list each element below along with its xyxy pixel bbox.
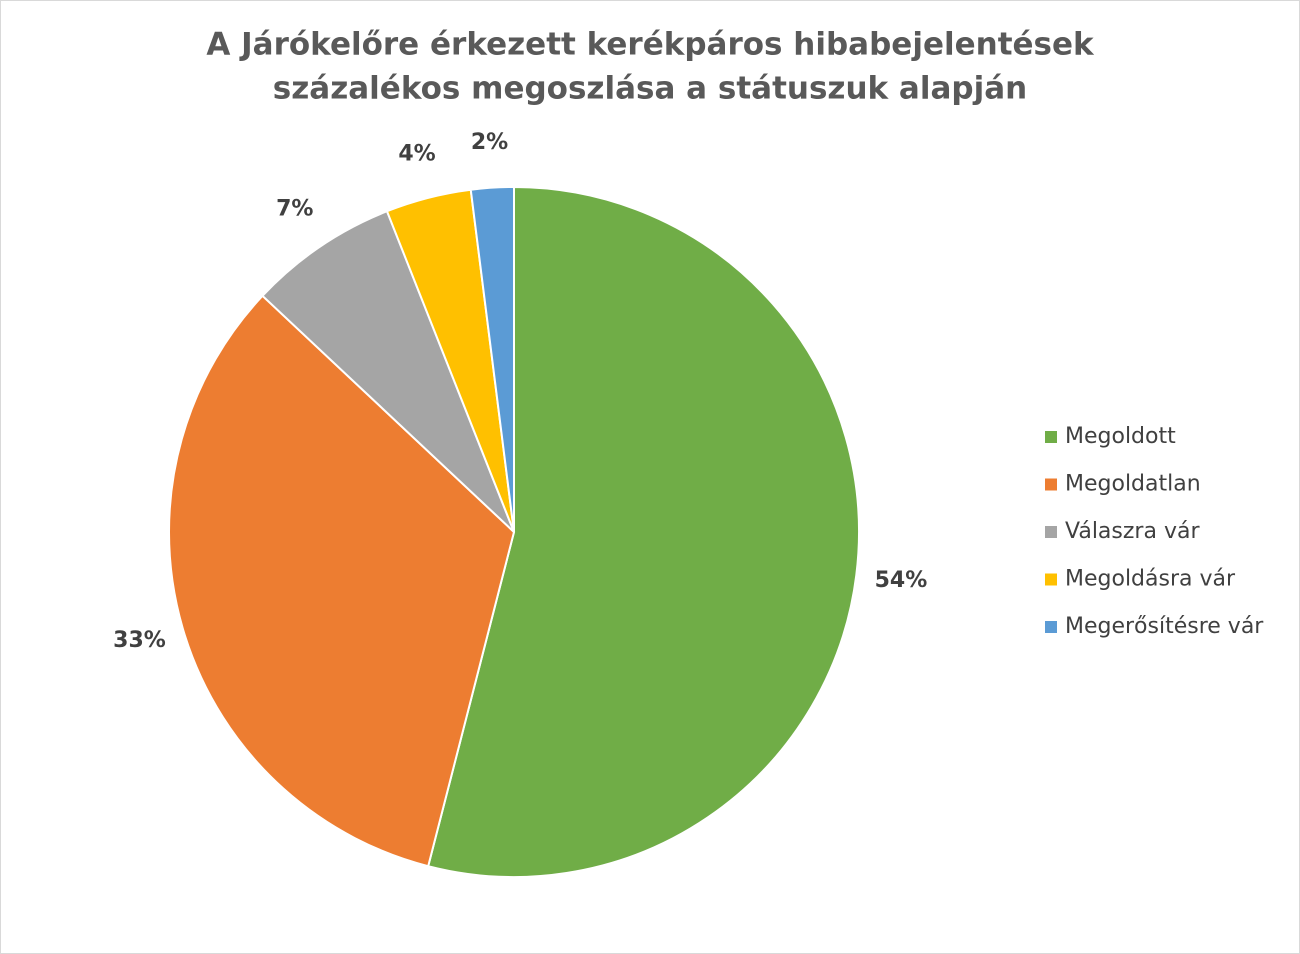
pie-slice — [261, 209, 515, 533]
pie-slice — [426, 185, 860, 878]
legend-label: Válaszra vár — [1065, 519, 1200, 544]
legend-swatch — [1045, 573, 1057, 586]
legend-swatch — [1045, 526, 1057, 538]
pie-slice — [469, 185, 515, 533]
legend-swatch — [1045, 621, 1057, 633]
pie-slice — [168, 294, 516, 868]
chart-title: százalékos megoszlása a státuszuk alapjá… — [273, 71, 1027, 107]
data-label: 33% — [113, 628, 166, 653]
data-label: 7% — [276, 196, 313, 221]
chart-title: A Járókelőre érkezett kerékpáros hibabej… — [206, 27, 1095, 63]
legend-label: Megoldásra vár — [1065, 567, 1236, 592]
legend-label: Megoldatlan — [1065, 472, 1201, 497]
data-label: 2% — [471, 130, 508, 155]
legend-label: Megoldott — [1065, 424, 1176, 449]
legend-swatch — [1045, 478, 1057, 491]
data-label: 54% — [875, 568, 928, 593]
data-label: 4% — [398, 141, 435, 166]
legend-label: Megerősítésre vár — [1065, 614, 1264, 639]
legend-swatch — [1045, 431, 1057, 443]
